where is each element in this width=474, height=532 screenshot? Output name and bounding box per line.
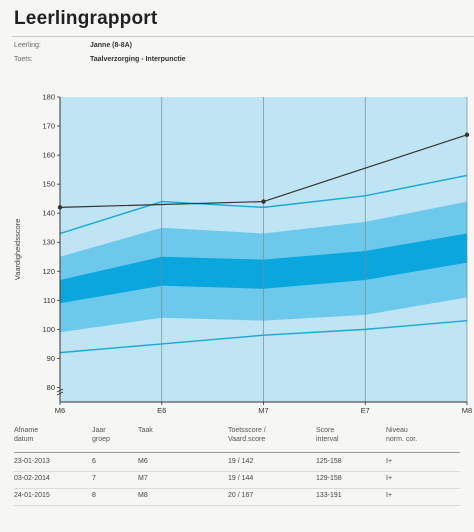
table-row: 23-01-2013 6 M6 19 / 142 125-158 I+ [14, 458, 474, 470]
cell-interval: 133-191 [316, 492, 342, 499]
cell-date: 03-02-2014 [14, 475, 50, 482]
upper-limit-line [59, 174, 468, 235]
cell-task: M8 [138, 492, 148, 499]
cell-level: I+ [386, 458, 393, 465]
cell-level: I+ [386, 492, 393, 499]
col-header-interval: Score interval [316, 427, 339, 443]
col-header-date: Afname datum [14, 427, 39, 443]
cell-interval: 129-158 [316, 475, 342, 482]
y-tick-label: 90 [47, 354, 55, 363]
row-divider [14, 505, 460, 506]
skill-score-chart: 80 90 100 110 120 130 140 150 160 170 180 M6 E6 M7 E7 M… [13, 93, 472, 416]
cell-interval: 125-158 [316, 458, 342, 465]
cell-score: 19 / 144 [228, 475, 254, 482]
table-row: 24-01-2015 8 M8 20 / 167 133-191 I+ [14, 492, 474, 504]
lower-limit-line [59, 319, 468, 354]
y-tick-label: 120 [42, 267, 55, 276]
student-label: Leerling: [14, 42, 41, 49]
y-tick-label: 110 [43, 296, 55, 305]
y-tick-label: 180 [42, 93, 55, 102]
table-row: 03-02-2014 7 M7 19 / 144 129-158 I+ [14, 475, 474, 487]
page-title: Leerlingrapport [14, 8, 158, 29]
y-tick-label: 80 [47, 383, 55, 392]
cell-group: 8 [92, 492, 96, 499]
cell-task: M6 [138, 458, 148, 465]
y-tick-label: 160 [42, 151, 55, 160]
cell-score: 20 / 167 [228, 492, 254, 499]
y-tick-label: 170 [42, 122, 55, 131]
y-tick-label: 150 [42, 180, 55, 189]
cell-date: 23-01-2013 [14, 458, 50, 465]
cell-task: M7 [138, 475, 148, 482]
col-header-level: Niveau norm. cor. [386, 427, 418, 443]
x-tick-label: M6 [55, 406, 65, 415]
row-divider [14, 488, 460, 489]
col-header-task: Taak [138, 427, 153, 434]
cell-score: 19 / 142 [228, 458, 254, 465]
x-tick-label: E7 [361, 406, 370, 415]
cell-group: 6 [92, 458, 96, 465]
row-divider [14, 471, 460, 472]
score-point [464, 132, 470, 137]
test-label: Toets: [14, 56, 33, 63]
col-header-score: Toetsscore / Vaard.score [228, 427, 266, 443]
cell-level: I+ [386, 475, 393, 482]
col-header-group: Jaar groep [92, 427, 110, 443]
y-axis-label: Vaardigheidsscore [13, 219, 22, 281]
test-value: Taalverzorging - Interpunctie [90, 56, 186, 63]
student-value: Janne (8-8A) [90, 42, 133, 49]
table-header: Afname datum Jaar groep Taak Toetsscore / V… [14, 426, 474, 450]
y-tick-label: 100 [42, 325, 55, 334]
cell-date: 24-01-2015 [14, 492, 50, 499]
score-point [57, 205, 63, 210]
cell-group: 7 [92, 475, 96, 482]
table-header-divider [14, 452, 460, 453]
score-point [261, 199, 266, 204]
title-divider [12, 36, 474, 37]
y-tick-label: 130 [42, 238, 55, 247]
x-tick-label: M8 [462, 406, 472, 415]
x-tick-label: M7 [258, 406, 268, 415]
y-tick-label: 140 [42, 209, 55, 218]
axis-break-marker [56, 388, 64, 396]
x-tick-label: E6 [157, 406, 166, 415]
